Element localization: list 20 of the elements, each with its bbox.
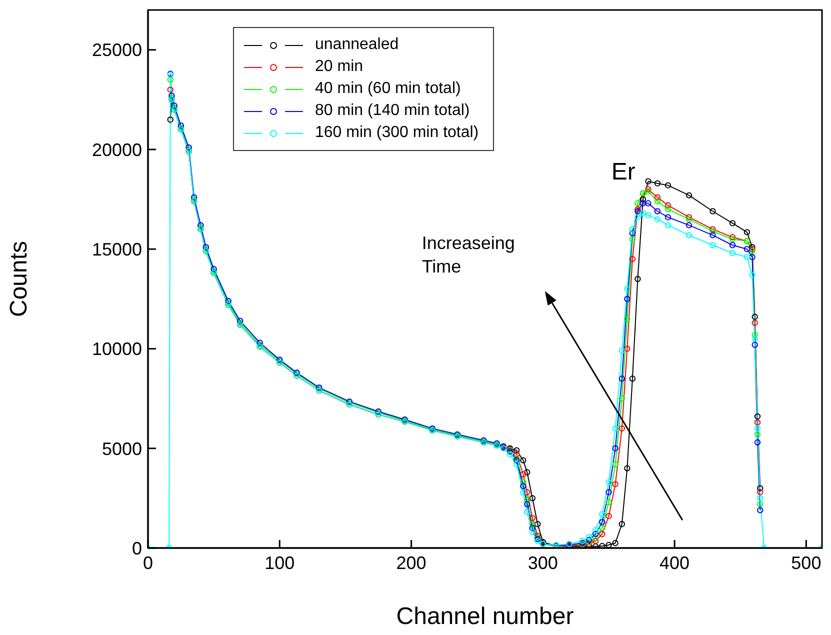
x-tick-label: 300 <box>528 552 558 573</box>
annotation: Increaseing Time <box>422 233 515 277</box>
y-tick-label: 25000 <box>92 40 142 60</box>
y-tick-label: 5000 <box>102 438 142 459</box>
x-tick-label: 200 <box>396 552 426 573</box>
y-tick-label: 10000 <box>92 339 142 360</box>
legend-label: 160 min (300 min total) <box>315 124 479 142</box>
x-tick-label: 100 <box>264 552 295 573</box>
x-tick-label: 500 <box>791 552 822 573</box>
y-tick-label: 20000 <box>92 140 142 160</box>
x-axis-title: Channel number <box>396 603 574 630</box>
y-tick-label: 15000 <box>92 240 142 260</box>
y-axis-title: Counts <box>6 240 33 318</box>
x-tick-label: 400 <box>660 552 690 573</box>
legend-label: 20 min <box>315 58 364 76</box>
legend-label: unannealed <box>315 36 399 54</box>
y-tick-label: 0 <box>132 538 142 558</box>
legend-label: 40 min (60 min total) <box>315 80 461 98</box>
legend-label: 80 min (140 min total) <box>315 102 470 120</box>
annotation: Er <box>611 158 636 186</box>
